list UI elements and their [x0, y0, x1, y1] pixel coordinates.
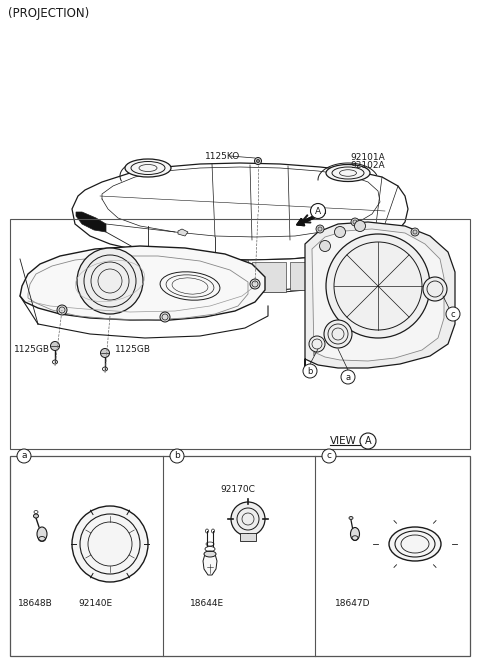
Circle shape: [423, 277, 447, 301]
Text: 1125GB: 1125GB: [14, 345, 50, 353]
Circle shape: [322, 449, 336, 463]
Polygon shape: [312, 229, 444, 361]
Polygon shape: [140, 251, 248, 290]
Circle shape: [100, 349, 109, 357]
Circle shape: [326, 234, 430, 338]
Text: a: a: [346, 373, 350, 382]
Ellipse shape: [350, 527, 360, 540]
Bar: [10, 219, 470, 449]
Text: b: b: [307, 367, 312, 376]
Circle shape: [160, 312, 170, 322]
Bar: [240, 533, 256, 541]
Circle shape: [57, 305, 67, 315]
Polygon shape: [214, 260, 248, 290]
Polygon shape: [203, 554, 217, 575]
Ellipse shape: [37, 527, 47, 541]
Text: b: b: [174, 452, 180, 461]
Text: 18644E: 18644E: [190, 600, 224, 608]
Text: 1125KO: 1125KO: [205, 151, 240, 161]
Circle shape: [311, 203, 325, 218]
Text: 92102A: 92102A: [350, 161, 384, 169]
Circle shape: [170, 449, 184, 463]
Polygon shape: [316, 251, 372, 287]
Text: 18647D: 18647D: [335, 600, 371, 608]
Polygon shape: [290, 262, 316, 290]
Circle shape: [254, 157, 262, 165]
Circle shape: [250, 279, 260, 289]
Polygon shape: [140, 244, 378, 290]
Circle shape: [411, 228, 419, 236]
Circle shape: [335, 226, 346, 238]
Circle shape: [77, 248, 143, 314]
Circle shape: [320, 240, 331, 252]
Circle shape: [17, 449, 31, 463]
Ellipse shape: [204, 551, 216, 557]
Circle shape: [256, 159, 260, 163]
Polygon shape: [178, 229, 188, 236]
Text: (PROJECTION): (PROJECTION): [8, 7, 89, 19]
Text: 92170C: 92170C: [220, 485, 255, 493]
Polygon shape: [20, 246, 265, 320]
Polygon shape: [305, 222, 455, 369]
Circle shape: [446, 307, 460, 321]
Circle shape: [351, 218, 359, 226]
Polygon shape: [252, 262, 286, 292]
Polygon shape: [72, 163, 408, 260]
Ellipse shape: [326, 165, 370, 181]
Ellipse shape: [125, 159, 171, 177]
Text: c: c: [326, 452, 332, 461]
Circle shape: [360, 433, 376, 449]
Ellipse shape: [349, 517, 353, 519]
Circle shape: [341, 370, 355, 384]
Polygon shape: [76, 212, 106, 232]
Circle shape: [50, 341, 60, 351]
Text: A: A: [315, 207, 321, 216]
Text: 92140E: 92140E: [78, 600, 112, 608]
Ellipse shape: [389, 527, 441, 561]
Circle shape: [72, 506, 148, 582]
Text: 1125GB: 1125GB: [115, 345, 151, 353]
Text: a: a: [21, 452, 27, 461]
Ellipse shape: [34, 514, 38, 518]
Circle shape: [303, 364, 317, 378]
Text: 18648B: 18648B: [18, 600, 53, 608]
Text: A: A: [365, 436, 372, 446]
Circle shape: [316, 225, 324, 233]
Circle shape: [231, 502, 265, 536]
Text: c: c: [451, 309, 456, 319]
Text: VIEW: VIEW: [330, 436, 357, 446]
Bar: [10, 456, 470, 656]
Text: 92101A: 92101A: [350, 153, 385, 161]
Circle shape: [355, 220, 365, 232]
FancyArrow shape: [297, 211, 325, 226]
Circle shape: [324, 320, 352, 348]
Circle shape: [309, 336, 325, 352]
